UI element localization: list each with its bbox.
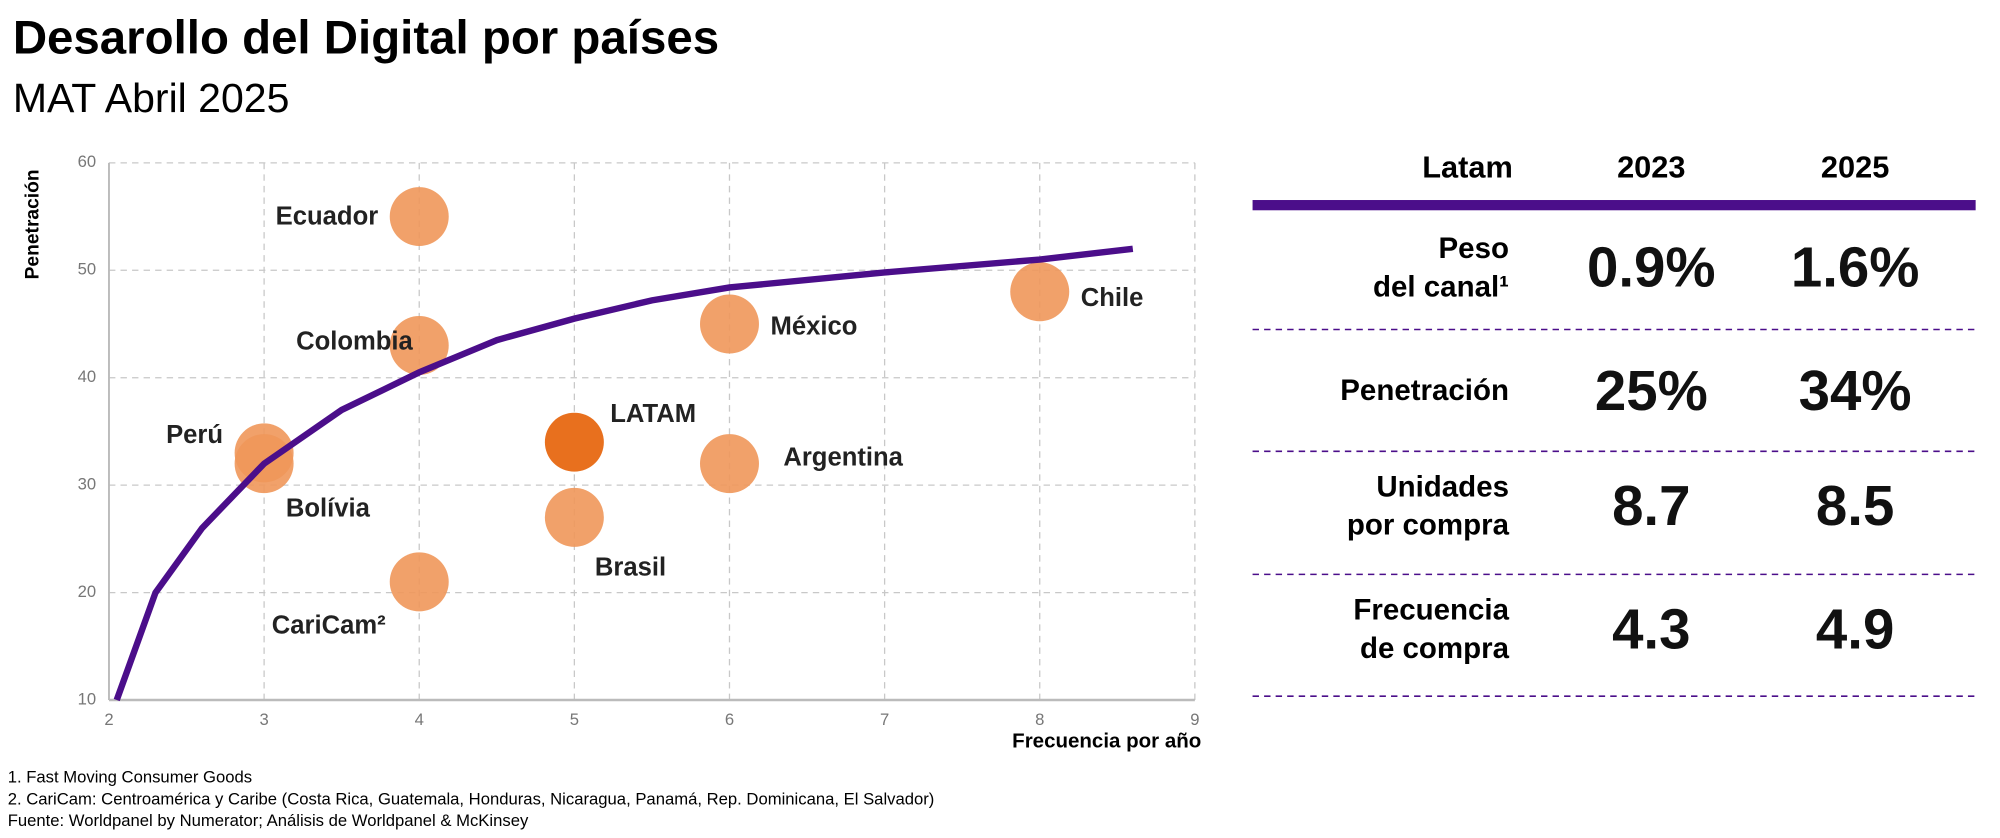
footnote: 2. CariCam: Centroamérica y Caribe (Cost… <box>8 789 935 808</box>
x-tick-label: 6 <box>725 710 734 729</box>
point-label: LATAM <box>610 400 696 428</box>
row-label: por compra <box>1347 509 1510 542</box>
x-tick-label: 9 <box>1190 710 1199 729</box>
cell-value: 4.9 <box>1816 597 1894 660</box>
row-label: Penetración <box>1340 374 1509 407</box>
point-label: Bolívia <box>286 495 371 523</box>
point-label: México <box>771 313 858 341</box>
x-axis-label: Frecuencia por año <box>1012 730 1201 753</box>
point-label: Perú <box>166 421 223 449</box>
bubble <box>544 487 604 547</box>
row-label: Frecuencia <box>1353 593 1509 626</box>
point-label: Colombia <box>296 328 413 356</box>
row-label: Peso <box>1439 232 1509 265</box>
bubble <box>700 434 759 494</box>
table-header: Latam <box>1422 149 1513 184</box>
cell-value: 25% <box>1595 359 1708 422</box>
y-tick-label: 20 <box>78 582 97 601</box>
bubble-highlight <box>544 412 604 472</box>
x-tick-label: 3 <box>259 710 268 729</box>
y-axis-label: Penetración <box>22 169 43 279</box>
point-label: Argentina <box>783 443 903 471</box>
cell-value: 0.9% <box>1587 236 1716 299</box>
y-tick-label: 60 <box>78 152 97 171</box>
point-label: Chile <box>1081 284 1144 312</box>
cell-value: 4.3 <box>1612 597 1690 660</box>
x-tick-label: 2 <box>104 710 113 729</box>
bubble <box>700 294 759 354</box>
table-header: 2025 <box>1821 149 1889 184</box>
y-tick-label: 10 <box>78 689 97 708</box>
table-header: 2023 <box>1617 149 1685 184</box>
x-tick-label: 7 <box>880 710 889 729</box>
cell-value: 1.6% <box>1791 236 1920 299</box>
footnote: Fuente: Worldpanel by Numerator; Análisi… <box>8 811 529 830</box>
bubble <box>389 552 449 612</box>
bubble <box>389 316 449 375</box>
point-label: Brasil <box>595 553 666 581</box>
row-label: Unidades <box>1376 470 1509 503</box>
footnote: 1. Fast Moving Consumer Goods <box>8 768 252 787</box>
cell-value: 34% <box>1799 359 1912 422</box>
x-tick-label: 8 <box>1035 710 1044 729</box>
y-tick-label: 40 <box>78 367 97 386</box>
cell-value: 8.5 <box>1816 474 1894 537</box>
row-label: de compra <box>1360 632 1510 665</box>
subtitle: MAT Abril 2025 <box>13 75 290 121</box>
y-tick-label: 30 <box>78 475 97 494</box>
y-tick-label: 50 <box>78 260 97 279</box>
bubble <box>1010 262 1070 322</box>
title: Desarollo del Digital por países <box>13 12 719 65</box>
x-tick-label: 4 <box>415 710 424 729</box>
point-label: Ecuador <box>276 203 379 231</box>
cell-value: 8.7 <box>1612 474 1690 537</box>
table-header-rule <box>1252 200 1976 211</box>
row-label: del canal¹ <box>1373 270 1509 303</box>
bubble <box>389 187 449 247</box>
trend-line <box>113 245 1134 702</box>
point-label: CariCam² <box>272 611 386 639</box>
x-tick-label: 5 <box>570 710 579 729</box>
